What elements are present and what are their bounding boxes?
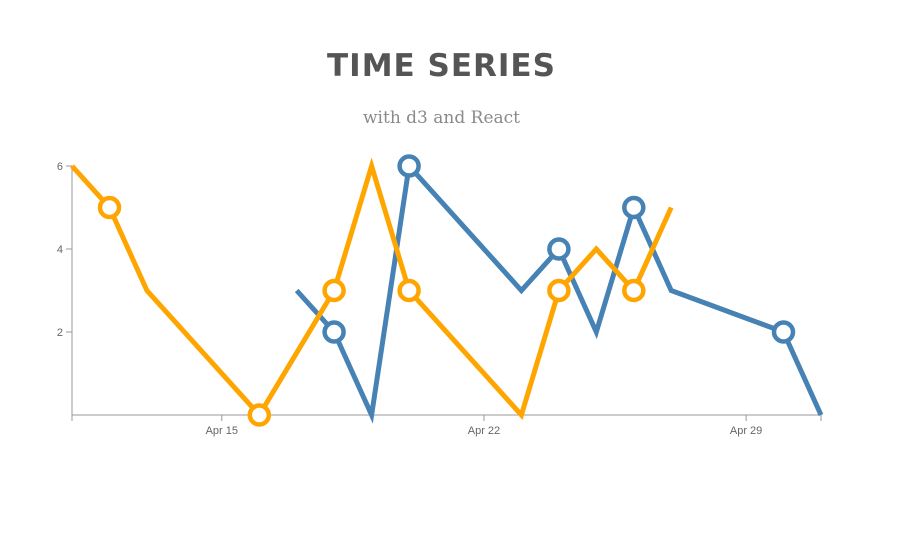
x-tick-label: Apr 15 <box>206 425 238 437</box>
data-point-marker <box>771 320 796 344</box>
x-tick-label: Apr 22 <box>468 425 500 437</box>
chart-subtitle: with d3 and React <box>363 108 520 128</box>
data-point-marker <box>397 278 421 303</box>
data-point-marker <box>322 278 346 303</box>
data-point-marker <box>247 403 272 427</box>
data-point-marker <box>622 278 646 303</box>
x-tick-label: Apr 29 <box>730 425 762 437</box>
chart-axes: Apr 15 Apr 22 Apr 29 2 4 6 <box>57 161 822 437</box>
series-line <box>70 157 674 420</box>
data-point-marker <box>622 195 646 220</box>
data-point-marker <box>97 195 122 220</box>
chart-title: TIME SERIES <box>327 48 556 84</box>
data-point-marker <box>322 320 346 344</box>
y-tick-label: 2 <box>57 327 63 339</box>
data-point-marker <box>397 154 421 178</box>
y-tick-label: 4 <box>57 244 63 256</box>
data-point-marker <box>547 237 571 261</box>
y-tick-label: 6 <box>57 161 63 173</box>
chart-series <box>70 154 824 427</box>
data-point-marker <box>547 278 571 303</box>
